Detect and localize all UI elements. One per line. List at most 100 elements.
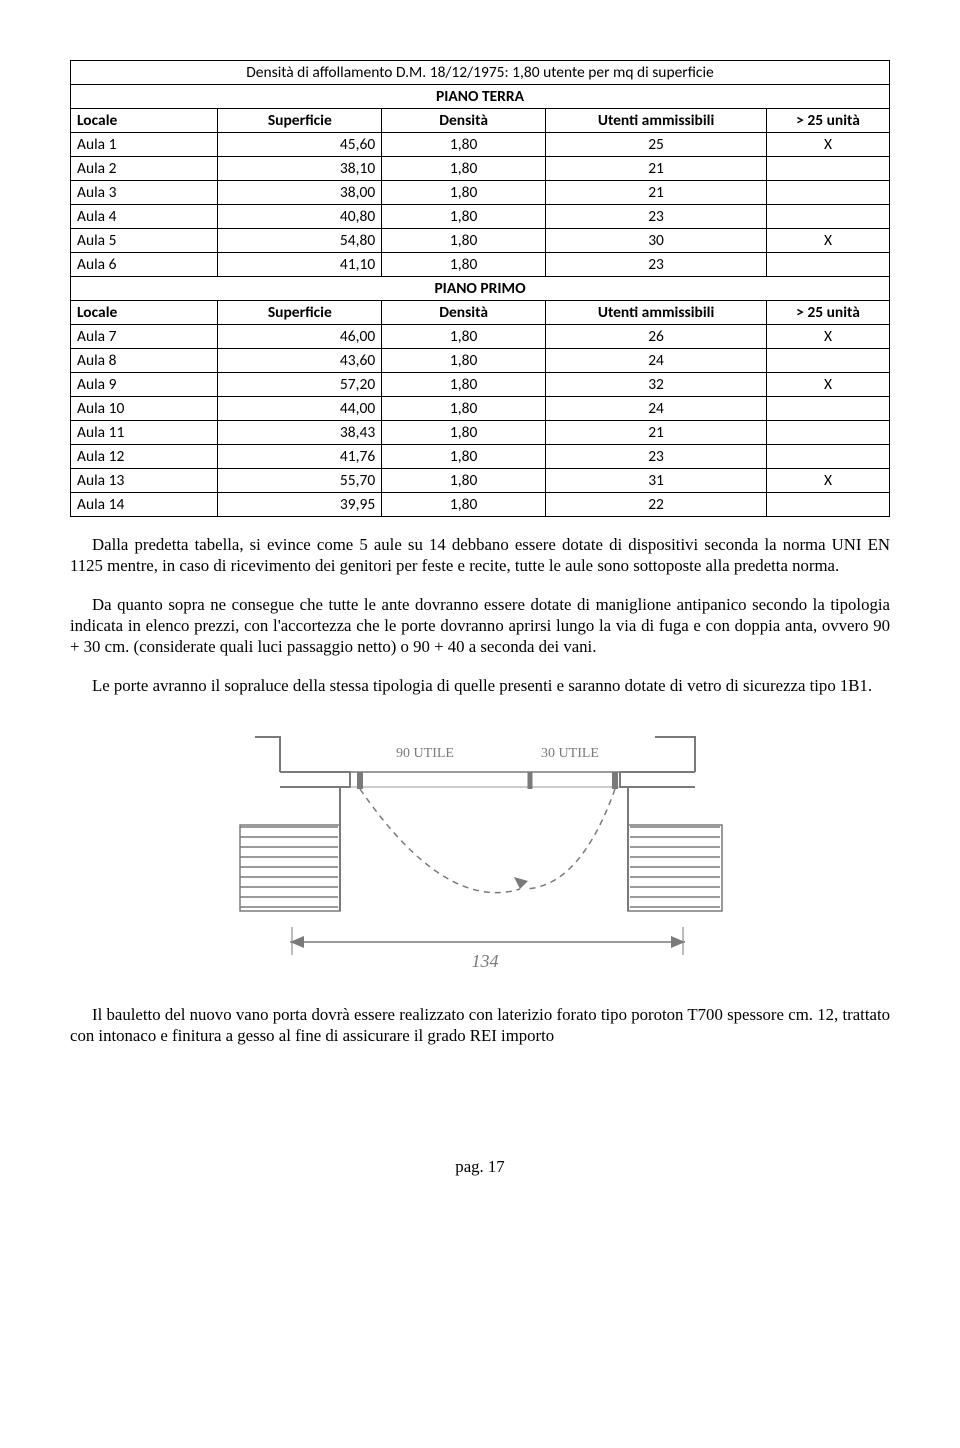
table-cell: Aula 1: [71, 133, 218, 157]
table-row: Aula 440,801,8023: [71, 205, 890, 229]
table-cell: Aula 13: [71, 469, 218, 493]
table-cell: 46,00: [218, 325, 382, 349]
table-cell: 1,80: [382, 421, 546, 445]
table-cell: 39,95: [218, 493, 382, 517]
table-cell: [767, 445, 890, 469]
table-cell: 1,80: [382, 469, 546, 493]
col-header-utenti: Utenti ammissibili: [546, 109, 767, 133]
table-cell: 32: [546, 373, 767, 397]
table-cell: 24: [546, 349, 767, 373]
table-cell: 55,70: [218, 469, 382, 493]
table-cell: 1,80: [382, 349, 546, 373]
table-cell: 1,80: [382, 397, 546, 421]
table-cell: 31: [546, 469, 767, 493]
table-cell: Aula 10: [71, 397, 218, 421]
table-row: Aula 1044,001,8024: [71, 397, 890, 421]
svg-text:134: 134: [472, 951, 499, 971]
table-cell: 38,43: [218, 421, 382, 445]
density-table: Densità di affollamento D.M. 18/12/1975:…: [70, 60, 890, 517]
col-header-over25: > 25 unità: [767, 301, 890, 325]
paragraph-1: Dalla predetta tabella, si evince come 5…: [70, 535, 890, 577]
col-header-densita: Densità: [382, 109, 546, 133]
door-sketch: 90 UTILE 30 UTILE 134: [70, 727, 890, 987]
page-number: pag. 17: [70, 1157, 890, 1177]
table-cell: 21: [546, 421, 767, 445]
col-header-superficie: Superficie: [218, 301, 382, 325]
table-cell: Aula 4: [71, 205, 218, 229]
table-cell: Aula 5: [71, 229, 218, 253]
table-cell: 1,80: [382, 325, 546, 349]
table-row: Aula 238,101,8021: [71, 157, 890, 181]
svg-text:90 UTILE: 90 UTILE: [396, 746, 454, 761]
table-cell: 57,20: [218, 373, 382, 397]
svg-text:30 UTILE: 30 UTILE: [541, 746, 599, 761]
table-cell: 1,80: [382, 373, 546, 397]
table-cell: Aula 2: [71, 157, 218, 181]
paragraph-4: Il bauletto del nuovo vano porta dovrà e…: [70, 1005, 890, 1047]
table-row: Aula 1439,951,8022: [71, 493, 890, 517]
table-cell: [767, 397, 890, 421]
table-row: Aula 746,001,8026X: [71, 325, 890, 349]
section-piano-terra: PIANO TERRA: [71, 85, 890, 109]
table-title: Densità di affollamento D.M. 18/12/1975:…: [71, 61, 890, 85]
table-cell: [767, 205, 890, 229]
table-cell: 25: [546, 133, 767, 157]
table-cell: Aula 3: [71, 181, 218, 205]
table-cell: Aula 14: [71, 493, 218, 517]
col-header-utenti: Utenti ammissibili: [546, 301, 767, 325]
table-cell: X: [767, 133, 890, 157]
table-cell: [767, 157, 890, 181]
table-cell: Aula 12: [71, 445, 218, 469]
table-cell: Aula 7: [71, 325, 218, 349]
table-cell: 43,60: [218, 349, 382, 373]
table-cell: 23: [546, 445, 767, 469]
table-cell: 26: [546, 325, 767, 349]
table-cell: 54,80: [218, 229, 382, 253]
table-cell: 30: [546, 229, 767, 253]
table-cell: 1,80: [382, 181, 546, 205]
table-cell: 38,10: [218, 157, 382, 181]
table-row: Aula 641,101,8023: [71, 253, 890, 277]
table-cell: 44,00: [218, 397, 382, 421]
table-row: Aula 843,601,8024: [71, 349, 890, 373]
table-cell: X: [767, 373, 890, 397]
table-cell: 22: [546, 493, 767, 517]
col-header-densita: Densità: [382, 301, 546, 325]
table-cell: X: [767, 229, 890, 253]
table-cell: 40,80: [218, 205, 382, 229]
table-cell: 23: [546, 253, 767, 277]
col-header-locale: Locale: [71, 109, 218, 133]
col-header-over25: > 25 unità: [767, 109, 890, 133]
table-row: Aula 1138,431,8021: [71, 421, 890, 445]
table-cell: 1,80: [382, 493, 546, 517]
table-cell: Aula 11: [71, 421, 218, 445]
section-piano-primo: PIANO PRIMO: [71, 277, 890, 301]
paragraph-2: Da quanto sopra ne consegue che tutte le…: [70, 595, 890, 658]
table-row: Aula 1241,761,8023: [71, 445, 890, 469]
col-header-superficie: Superficie: [218, 109, 382, 133]
table-cell: 41,10: [218, 253, 382, 277]
table-cell: 23: [546, 205, 767, 229]
table-cell: 1,80: [382, 157, 546, 181]
table-cell: [767, 181, 890, 205]
table-row: Aula 554,801,8030X: [71, 229, 890, 253]
table-cell: 21: [546, 157, 767, 181]
table-row: Aula 957,201,8032X: [71, 373, 890, 397]
table-cell: X: [767, 469, 890, 493]
table-cell: Aula 8: [71, 349, 218, 373]
col-header-locale: Locale: [71, 301, 218, 325]
table-cell: [767, 493, 890, 517]
paragraph-3: Le porte avranno il sopraluce della stes…: [70, 676, 890, 697]
table-cell: 21: [546, 181, 767, 205]
table-row: Aula 1355,701,8031X: [71, 469, 890, 493]
table-row: Aula 338,001,8021: [71, 181, 890, 205]
table-cell: 1,80: [382, 445, 546, 469]
table-cell: 45,60: [218, 133, 382, 157]
table-cell: [767, 253, 890, 277]
table-cell: 41,76: [218, 445, 382, 469]
table-cell: Aula 6: [71, 253, 218, 277]
table-cell: 1,80: [382, 229, 546, 253]
table-cell: [767, 421, 890, 445]
table-row: Aula 145,601,8025X: [71, 133, 890, 157]
table-cell: [767, 349, 890, 373]
